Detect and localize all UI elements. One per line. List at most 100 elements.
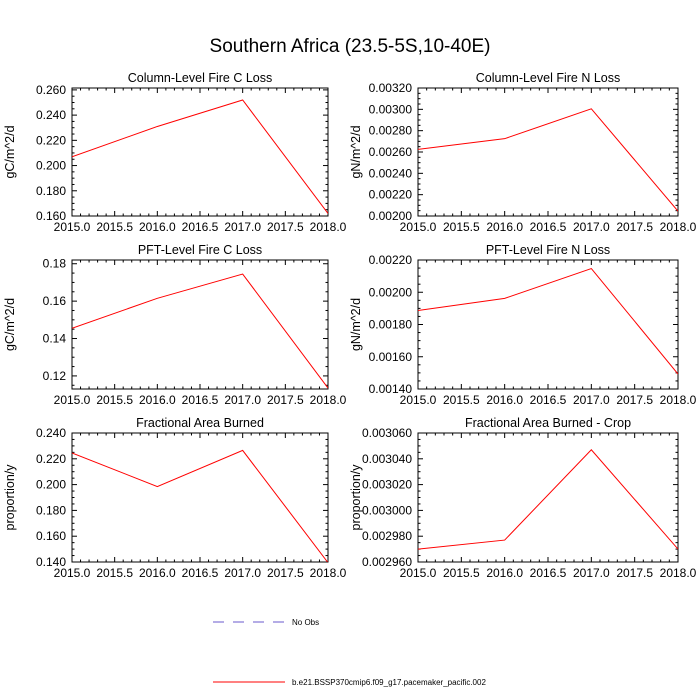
- y-tick-label: 0.00260: [369, 145, 413, 159]
- x-tick-label: 2015.5: [96, 220, 133, 234]
- legend-label: No Obs: [292, 618, 319, 627]
- x-tick-label: 2015.0: [400, 220, 437, 234]
- panel-6: Fractional Area Burned - Crop proportion/…: [349, 416, 697, 580]
- y-tick-label: 0.160: [36, 529, 66, 543]
- y-tick-label: 0.200: [36, 478, 66, 492]
- y-tick-label: 0.00280: [369, 124, 413, 138]
- y-tick-label: 0.002960: [362, 555, 412, 569]
- plot-frame: [71, 432, 329, 563]
- x-tick-label: 2016.0: [486, 566, 523, 580]
- y-tick-label: 0.00160: [369, 350, 413, 364]
- y-tick-label: 0.240: [36, 426, 66, 440]
- y-axis-label: gN/m^2/d: [349, 125, 363, 178]
- x-tick-label: 2016.0: [486, 220, 523, 234]
- x-tick-label: 2016.0: [139, 566, 176, 580]
- x-tick-label: 2015.5: [96, 566, 133, 580]
- x-tick-label: 2018.0: [660, 566, 697, 580]
- y-tick-label: 0.180: [36, 184, 66, 198]
- y-tick-label: 0.240: [36, 108, 66, 122]
- y-tick-label: 0.220: [36, 133, 66, 147]
- x-tick-label: 2018.0: [660, 220, 697, 234]
- x-tick-label: 2018.0: [310, 566, 347, 580]
- x-tick-label: 2017.5: [267, 393, 304, 407]
- x-tick-label: 2017.0: [573, 393, 610, 407]
- x-tick-label: 2018.0: [660, 393, 697, 407]
- series-line: [418, 108, 678, 212]
- x-tick-label: 2016.0: [139, 393, 176, 407]
- y-tick-label: 0.00140: [369, 382, 413, 396]
- x-tick-label: 2016.0: [139, 220, 176, 234]
- x-tick-label: 2017.0: [573, 220, 610, 234]
- panel-3: PFT-Level Fire C Loss gC/m^2/d 2015.0 2015.…: [3, 243, 347, 407]
- y-tick-label: 0.260: [36, 83, 66, 97]
- series-line: [72, 449, 328, 562]
- x-tick-label: 2015.0: [400, 393, 437, 407]
- x-tick-label: 2017.0: [224, 566, 261, 580]
- x-tick-label: 2015.5: [96, 393, 133, 407]
- y-tick-label: 0.200: [36, 159, 66, 173]
- y-tick-label: 0.003020: [362, 478, 412, 492]
- x-tick-label: 2015.5: [443, 393, 480, 407]
- x-tick-label: 2016.5: [530, 393, 567, 407]
- x-tick-label: 2015.5: [443, 220, 480, 234]
- x-tick-label: 2017.5: [267, 566, 304, 580]
- y-tick-label: 0.00200: [369, 285, 413, 299]
- y-tick-label: 0.00220: [369, 188, 413, 202]
- x-tick-label: 2017.5: [267, 220, 304, 234]
- panel-title: Fractional Area Burned: [136, 416, 264, 430]
- x-tick-label: 2016.5: [182, 393, 219, 407]
- x-tick-label: 2016.0: [486, 393, 523, 407]
- plot-frame: [71, 87, 329, 217]
- y-tick-label: 0.00240: [369, 166, 413, 180]
- legend-label: b.e21.BSSP370cmip6.f09_g17.pacemaker_pac…: [292, 678, 486, 687]
- panel-title: Column-Level Fire N Loss: [476, 71, 621, 85]
- legend: No Obs b.e21.BSSP370cmip6.f09_g17.pacemak…: [213, 618, 486, 687]
- y-tick-label: 0.003000: [362, 503, 412, 517]
- y-tick-label: 0.00220: [369, 253, 413, 267]
- y-tick-label: 0.003060: [362, 426, 412, 440]
- y-axis-label: proportion/y: [3, 464, 17, 531]
- y-tick-label: 0.180: [36, 503, 66, 517]
- y-tick-label: 0.140: [36, 555, 66, 569]
- y-tick-label: 0.00300: [369, 102, 413, 116]
- panel-2: Column-Level Fire N Loss gN/m^2/d 2015.0 20…: [349, 71, 697, 234]
- series-line: [418, 267, 678, 375]
- y-tick-label: 0.00320: [369, 81, 413, 95]
- y-tick-label: 0.00200: [369, 209, 413, 223]
- series-line: [72, 273, 328, 389]
- y-tick-label: 0.12: [43, 369, 67, 383]
- x-tick-label: 2018.0: [310, 220, 347, 234]
- series-line: [418, 449, 678, 550]
- panel-1: Column-Level Fire C Loss gC/m^2/d 2015.0 20…: [3, 71, 347, 234]
- x-tick-label: 2017.5: [616, 393, 653, 407]
- y-axis-label: gC/m^2/d: [3, 125, 17, 178]
- y-axis-label: gN/m^2/d: [349, 298, 363, 351]
- plot-frame: [417, 259, 679, 390]
- x-tick-label: 2017.0: [573, 566, 610, 580]
- y-tick-label: 0.160: [36, 209, 66, 223]
- x-tick-label: 2016.5: [530, 220, 567, 234]
- x-tick-label: 2015.0: [54, 566, 91, 580]
- x-tick-label: 2018.0: [310, 393, 347, 407]
- y-tick-label: 0.220: [36, 452, 66, 466]
- panel-title: PFT-Level Fire C Loss: [138, 243, 262, 257]
- plot-frame: [417, 432, 679, 563]
- series-line: [72, 99, 328, 214]
- x-tick-label: 2017.5: [616, 566, 653, 580]
- x-tick-label: 2015.0: [400, 566, 437, 580]
- x-tick-label: 2017.0: [224, 393, 261, 407]
- panel-5: Fractional Area Burned proportion/y 2015.0…: [3, 416, 347, 580]
- y-tick-label: 0.002980: [362, 529, 412, 543]
- y-tick-label: 0.14: [43, 332, 67, 346]
- y-tick-label: 0.18: [43, 257, 67, 271]
- x-tick-label: 2015.0: [54, 393, 91, 407]
- page-title: Southern Africa (23.5-5S,10-40E): [209, 36, 491, 57]
- x-tick-label: 2017.0: [224, 220, 261, 234]
- plot-frame: [417, 87, 679, 217]
- panel-title: PFT-Level Fire N Loss: [486, 243, 610, 257]
- y-axis-label: gC/m^2/d: [3, 298, 17, 351]
- x-tick-label: 2016.5: [530, 566, 567, 580]
- panel-4: PFT-Level Fire N Loss gN/m^2/d 2015.0 2015.…: [349, 243, 697, 407]
- x-tick-label: 2015.5: [443, 566, 480, 580]
